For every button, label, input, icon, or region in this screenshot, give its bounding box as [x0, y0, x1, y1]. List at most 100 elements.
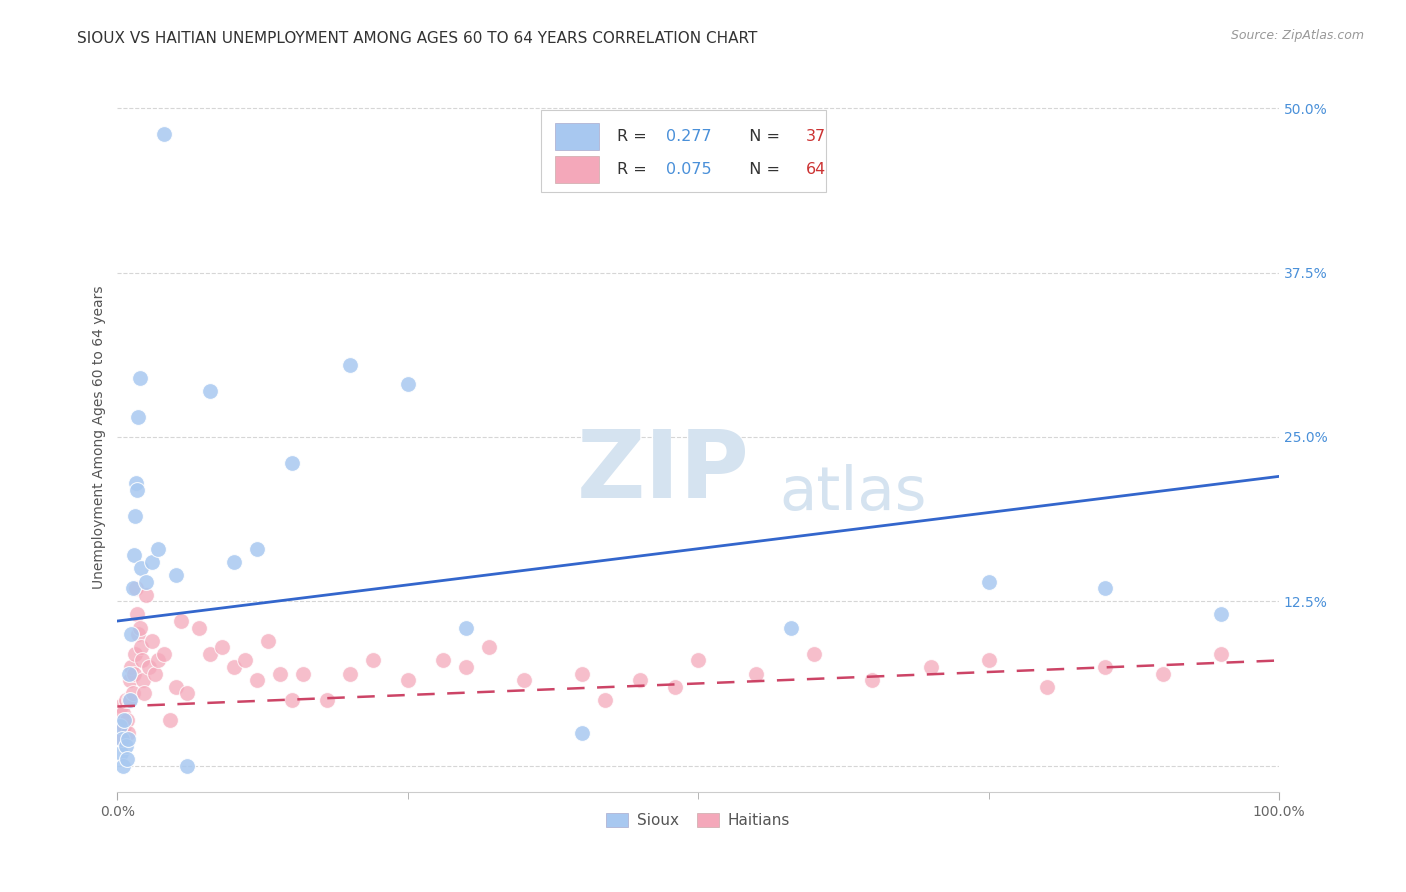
Point — [124, 508, 146, 523]
Point — [125, 581, 148, 595]
Point — [134, 686, 156, 700]
Point — [432, 653, 454, 667]
Point — [121, 686, 143, 700]
Point — [153, 647, 176, 661]
Point — [222, 555, 245, 569]
Point — [111, 732, 134, 747]
Text: 0.075: 0.075 — [665, 162, 711, 178]
Point — [803, 647, 825, 661]
Point — [118, 693, 141, 707]
Point — [571, 726, 593, 740]
Point — [138, 660, 160, 674]
Y-axis label: Unemployment Among Ages 60 to 64 years: Unemployment Among Ages 60 to 64 years — [93, 285, 107, 589]
Point — [688, 653, 710, 667]
Point — [977, 653, 1000, 667]
Point — [170, 614, 193, 628]
Point — [292, 666, 315, 681]
Point — [233, 653, 256, 667]
Point — [159, 713, 181, 727]
Point — [165, 568, 187, 582]
Point — [135, 574, 157, 589]
Point — [396, 377, 419, 392]
Legend: Sioux, Haitians: Sioux, Haitians — [600, 806, 796, 834]
Point — [122, 666, 145, 681]
Point — [628, 673, 651, 688]
Point — [862, 673, 884, 688]
Point — [114, 739, 136, 753]
Point — [115, 752, 138, 766]
Point — [269, 666, 291, 681]
Text: N =: N = — [740, 162, 785, 178]
Point — [478, 640, 501, 655]
Point — [146, 541, 169, 556]
Point — [211, 640, 233, 655]
Point — [257, 633, 280, 648]
Point — [129, 561, 152, 575]
Point — [396, 673, 419, 688]
Point — [1209, 607, 1232, 622]
Point — [124, 647, 146, 661]
Point — [121, 581, 143, 595]
Point — [664, 680, 686, 694]
Point — [112, 758, 135, 772]
Text: R =: R = — [617, 162, 652, 178]
Point — [920, 660, 942, 674]
Point — [571, 666, 593, 681]
Point — [200, 384, 222, 398]
Point — [513, 673, 536, 688]
Point — [146, 653, 169, 667]
Point — [129, 640, 152, 655]
Text: 37: 37 — [806, 129, 827, 145]
Point — [118, 666, 141, 681]
FancyBboxPatch shape — [541, 111, 825, 192]
Point — [745, 666, 768, 681]
Text: N =: N = — [740, 129, 785, 145]
Point — [222, 660, 245, 674]
Point — [135, 588, 157, 602]
Point — [110, 746, 132, 760]
Point — [128, 621, 150, 635]
Point — [112, 706, 135, 720]
Point — [141, 555, 163, 569]
Point — [125, 475, 148, 490]
Point — [120, 660, 142, 674]
Point — [339, 666, 361, 681]
Point — [1035, 680, 1057, 694]
Point — [127, 483, 149, 497]
Point — [361, 653, 384, 667]
Point — [112, 713, 135, 727]
Text: 0.277: 0.277 — [665, 129, 711, 145]
Point — [127, 627, 149, 641]
Point — [141, 633, 163, 648]
Point — [1152, 666, 1174, 681]
Point — [977, 574, 1000, 589]
Point — [280, 693, 302, 707]
Point — [117, 726, 139, 740]
Text: atlas: atlas — [779, 464, 927, 524]
Point — [1209, 647, 1232, 661]
Point — [246, 541, 269, 556]
Point — [315, 693, 337, 707]
Point — [111, 732, 134, 747]
Point — [1094, 581, 1116, 595]
Text: R =: R = — [617, 129, 652, 145]
Point — [122, 549, 145, 563]
Point — [112, 719, 135, 733]
Point — [1094, 660, 1116, 674]
Text: 64: 64 — [806, 162, 827, 178]
Point — [339, 358, 361, 372]
Point — [127, 607, 149, 622]
Point — [120, 673, 142, 688]
Text: SIOUX VS HAITIAN UNEMPLOYMENT AMONG AGES 60 TO 64 YEARS CORRELATION CHART: SIOUX VS HAITIAN UNEMPLOYMENT AMONG AGES… — [77, 31, 758, 46]
Point — [117, 732, 139, 747]
Point — [120, 627, 142, 641]
Point — [165, 680, 187, 694]
Point — [454, 621, 477, 635]
Point — [595, 693, 617, 707]
Point — [187, 621, 209, 635]
Point — [280, 456, 302, 470]
Point — [128, 370, 150, 384]
Point — [176, 758, 198, 772]
Point — [108, 719, 131, 733]
Text: Source: ZipAtlas.com: Source: ZipAtlas.com — [1230, 29, 1364, 42]
